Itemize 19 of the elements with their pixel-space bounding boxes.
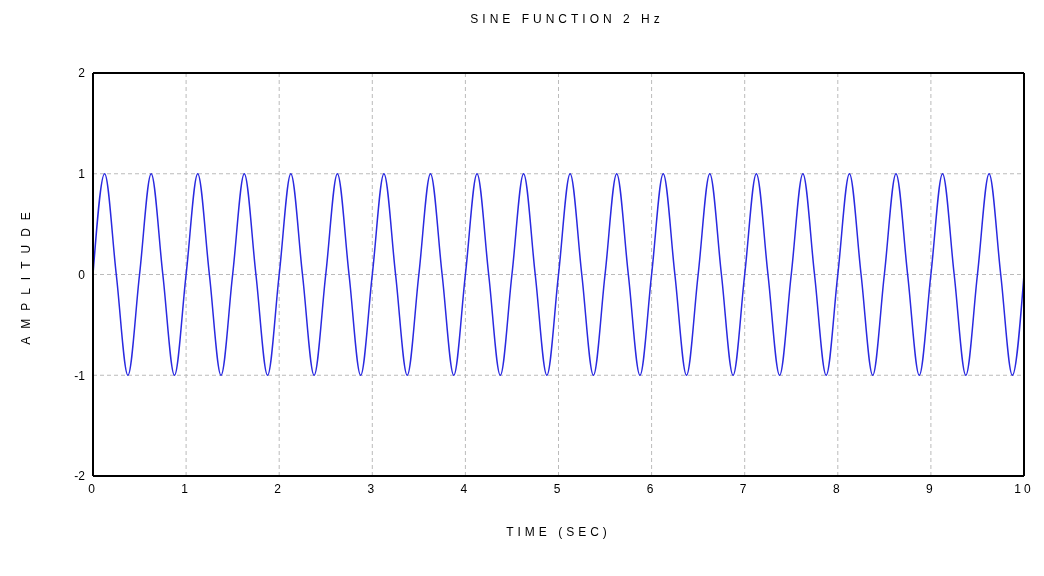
x-tick-label: 1 [181, 481, 191, 496]
x-tick-label: 6 [646, 481, 657, 496]
y-tick-label: -1 [74, 368, 86, 383]
y-tick-label: 1 [78, 167, 86, 182]
y-axis-title: AMPLITUDE [19, 204, 34, 345]
x-tick-label: 5 [553, 481, 564, 496]
x-tick-label: 9 [926, 481, 936, 496]
chart-title: SINE FUNCTION 2 Hz [469, 11, 665, 28]
x-tick-label: 4 [460, 481, 471, 496]
x-tick-label: 2 [274, 481, 285, 496]
x-tick-label: 10 [1014, 481, 1034, 496]
x-axis-title: TIME (SEC) [506, 525, 611, 539]
x-tick-label: 8 [832, 481, 843, 496]
y-tick-label: 0 [78, 267, 86, 282]
y-tick-label: -2 [74, 469, 86, 484]
y-tick-label: 2 [78, 66, 86, 81]
x-tick-label: 0 [88, 481, 98, 496]
x-tick-label: 7 [739, 481, 750, 496]
x-tick-label: 3 [367, 481, 378, 496]
